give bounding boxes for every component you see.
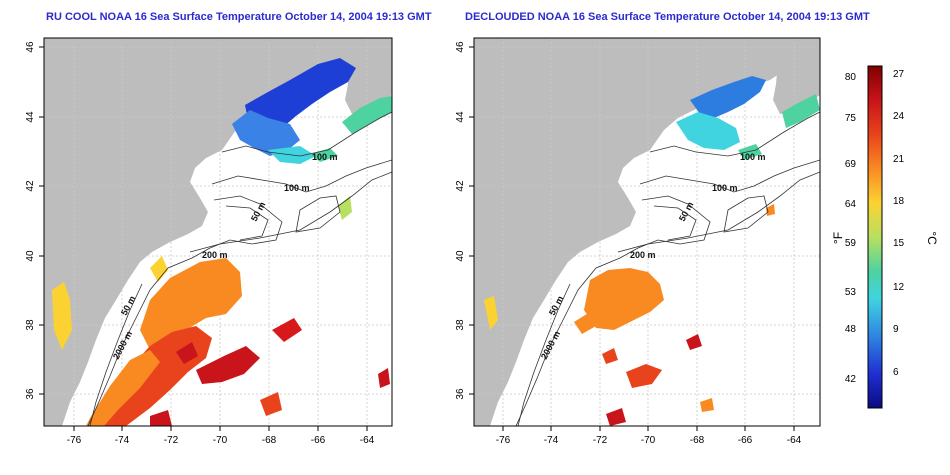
- celsius-unit-label: °C: [925, 231, 939, 245]
- fahrenheit-tick: 75: [845, 113, 857, 124]
- y-tick-label: 46: [455, 41, 466, 53]
- land-mass: [345, 38, 392, 114]
- contour-label: 50 m: [547, 294, 565, 317]
- y-tick-label: 36: [455, 388, 466, 400]
- y-tick-label: 42: [25, 180, 36, 192]
- x-tick-label: -66: [738, 435, 753, 446]
- x-tick-label: -74: [115, 435, 130, 446]
- x-tick-label: -64: [360, 435, 375, 446]
- contour-label: 100 m: [740, 152, 766, 162]
- y-tick-label: 36: [25, 388, 36, 400]
- fahrenheit-tick: 53: [845, 287, 857, 298]
- celsius-tick: 18: [893, 196, 905, 207]
- contour-label: 100 m: [284, 183, 310, 193]
- contour-label: 100 m: [312, 152, 338, 162]
- land-mass: [773, 38, 820, 114]
- celsius-tick: 24: [893, 111, 905, 122]
- sst-patches: [52, 58, 392, 426]
- contour-label: 200 m: [630, 250, 656, 260]
- y-tick-label: 40: [455, 250, 466, 262]
- celsius-tick: 6: [893, 367, 899, 378]
- y-tick-label: 44: [455, 111, 466, 123]
- fahrenheit-tick: 48: [845, 324, 857, 335]
- contour-label: 200 m: [202, 250, 228, 260]
- contour-label: 50 m: [119, 294, 137, 317]
- celsius-tick: 9: [893, 324, 899, 335]
- x-tick-label: -68: [262, 435, 277, 446]
- contour-label: 2000 m: [539, 329, 562, 361]
- y-tick-label: 44: [25, 111, 36, 123]
- y-tick-label: 40: [25, 250, 36, 262]
- contour-label: 100 m: [712, 183, 738, 193]
- sst-patches: [484, 76, 820, 426]
- x-tick-label: -72: [593, 435, 608, 446]
- right-map: 100 m 100 m 50 m 200 m 50 m 2000 m -76 -…: [455, 37, 821, 446]
- colorbar: 80 75 69 64 59 53 48 42 27 24 21 18 15 1…: [831, 65, 939, 409]
- y-tick-label: 38: [455, 319, 466, 331]
- colorbar-gradient: [867, 65, 883, 409]
- celsius-tick: 15: [893, 238, 905, 249]
- fahrenheit-unit-label: °F: [831, 232, 845, 244]
- y-tick-label: 38: [25, 319, 36, 331]
- celsius-tick: 27: [893, 69, 905, 80]
- land-mass: [44, 38, 354, 426]
- x-tick-label: -74: [544, 435, 559, 446]
- x-tick-label: -72: [164, 435, 179, 446]
- fahrenheit-tick: 64: [845, 199, 857, 210]
- fahrenheit-tick: 80: [845, 72, 857, 83]
- map-frame: [43, 37, 393, 427]
- x-tick-label: -66: [311, 435, 326, 446]
- y-tick-label: 46: [25, 41, 36, 53]
- fahrenheit-tick: 42: [845, 374, 857, 385]
- map-frame: [473, 37, 821, 427]
- left-map: 100 m 100 m 50 m 200 m 50 m 2000 m -76 -…: [25, 37, 393, 446]
- bathymetry-contours: [515, 111, 820, 426]
- fahrenheit-tick: 69: [845, 159, 857, 170]
- fahrenheit-tick: 59: [845, 238, 857, 249]
- left-map-title: RU COOL NOAA 16 Sea Surface Temperature …: [46, 11, 432, 23]
- right-map-title: DECLOUDED NOAA 16 Sea Surface Temperatur…: [465, 11, 870, 23]
- x-tick-label: -70: [641, 435, 656, 446]
- contour-label: 50 m: [249, 200, 267, 223]
- x-tick-label: -76: [496, 435, 511, 446]
- x-tick-label: -70: [213, 435, 228, 446]
- y-tick-label: 42: [455, 180, 466, 192]
- x-tick-label: -68: [690, 435, 705, 446]
- celsius-tick: 12: [893, 282, 905, 293]
- contour-label: 2000 m: [111, 329, 134, 361]
- x-tick-label: -64: [787, 435, 802, 446]
- celsius-tick: 21: [893, 154, 905, 165]
- x-tick-label: -76: [67, 435, 82, 446]
- contour-label: 50 m: [677, 200, 695, 223]
- bathymetry-contours: [87, 111, 392, 426]
